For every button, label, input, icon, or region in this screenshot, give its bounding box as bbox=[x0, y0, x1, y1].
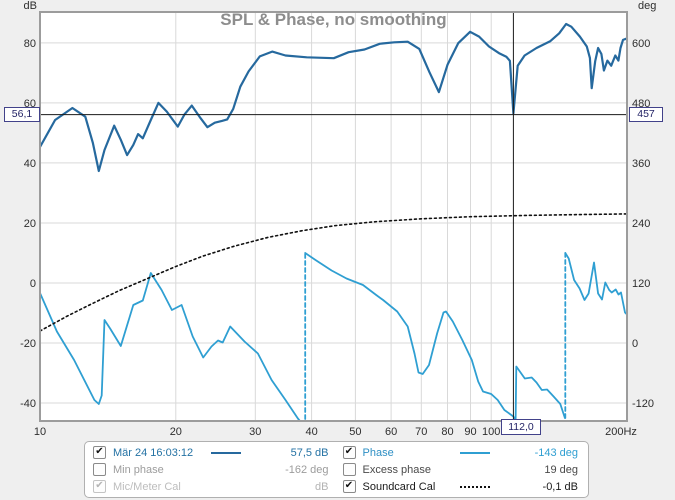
legend-label: Min phase bbox=[113, 463, 164, 476]
x-axis-tick-label: 40 bbox=[306, 426, 318, 438]
left-axis-tick-label: 80 bbox=[24, 38, 36, 50]
right-axis-tick-label: 0 bbox=[632, 338, 638, 350]
phase-curve bbox=[304, 252, 566, 421]
plot-area[interactable] bbox=[40, 12, 627, 421]
legend-line-sample bbox=[444, 451, 506, 454]
legend-line-sample bbox=[195, 451, 257, 454]
spl-curve bbox=[40, 22, 627, 173]
right-axis-tick-label: 240 bbox=[632, 218, 650, 230]
legend-row: ✔ Mic/Meter Cal dB bbox=[87, 478, 337, 495]
x-axis-tick-label: 20 bbox=[170, 426, 182, 438]
checkmark-icon: ✔ bbox=[344, 480, 354, 491]
cursor-deg-readout: 457 bbox=[629, 107, 663, 122]
right-axis-unit-label: deg bbox=[638, 0, 657, 12]
x-axis-tick-label: 50 bbox=[349, 426, 361, 438]
legend-checkbox[interactable]: ✔ bbox=[93, 463, 106, 476]
cursor-db-readout: 56,1 bbox=[4, 107, 40, 122]
legend-label: Excess phase bbox=[362, 463, 431, 476]
cursor-freq-readout: 112,0 bbox=[501, 419, 541, 435]
right-axis-tick-label: -120 bbox=[632, 398, 654, 410]
left-axis-tick-label: 60 bbox=[24, 98, 36, 110]
phase-curve bbox=[564, 252, 627, 316]
left-axis-tick-label: -40 bbox=[20, 398, 36, 410]
plot-border bbox=[39, 11, 628, 422]
legend-row: ✔ Excess phase 19 deg bbox=[337, 461, 587, 478]
right-axis-tick-label: 600 bbox=[632, 38, 650, 50]
checkmark-icon: ✔ bbox=[95, 480, 104, 491]
legend-value: 57,5 dB bbox=[290, 446, 329, 459]
legend-checkbox[interactable]: ✔ bbox=[93, 480, 106, 493]
x-axis-tick-label: 70 bbox=[415, 426, 427, 438]
legend-line-sample bbox=[444, 485, 506, 488]
x-axis-tick-label: 60 bbox=[385, 426, 397, 438]
checkmark-icon: ✔ bbox=[95, 446, 104, 457]
legend-value: -162 deg bbox=[285, 463, 329, 476]
legend-checkbox[interactable]: ✔ bbox=[342, 480, 356, 493]
x-axis-tick-label: 30 bbox=[249, 426, 261, 438]
legend-value: -143 deg bbox=[534, 446, 578, 459]
legend-value: dB bbox=[315, 480, 329, 493]
left-axis-tick-label: 40 bbox=[24, 158, 36, 170]
legend-value: -0,1 dB bbox=[542, 480, 578, 493]
legend-label: Phase bbox=[362, 446, 394, 459]
legend-label: Mic/Meter Cal bbox=[113, 480, 181, 493]
legend-row: ✔ Min phase -162 deg bbox=[87, 461, 337, 478]
x-axis-tick-label: 80 bbox=[441, 426, 453, 438]
x-axis-tick-label: 10 bbox=[34, 426, 46, 438]
legend-row: ✔ Soundcard Cal -0,1 dB bbox=[337, 478, 587, 495]
legend-row: ✔ Phase -143 deg bbox=[337, 444, 587, 461]
legend-checkbox[interactable]: ✔ bbox=[342, 463, 356, 476]
phase-curve bbox=[40, 272, 302, 421]
legend-panel: ✔ Mär 24 16:03:12 57,5 dB ✔ Min phase -1… bbox=[84, 441, 589, 498]
legend-column-right: ✔ Phase -143 deg ✔ Excess phase 19 deg ✔… bbox=[337, 444, 587, 495]
left-axis-tick-label: 0 bbox=[30, 278, 36, 290]
x-axis-end-label: 200Hz bbox=[605, 426, 637, 438]
checkmark-icon: ✔ bbox=[344, 446, 354, 457]
legend-label: Mär 24 16:03:12 bbox=[113, 446, 194, 459]
right-axis-tick-label: 360 bbox=[632, 158, 650, 170]
left-axis-tick-label: 20 bbox=[24, 218, 36, 230]
gridlines bbox=[40, 12, 627, 421]
right-axis-tick-label: 120 bbox=[632, 278, 650, 290]
legend-checkbox[interactable]: ✔ bbox=[93, 446, 106, 459]
soundcard-cal-curve bbox=[40, 213, 627, 332]
legend-label: Soundcard Cal bbox=[362, 480, 436, 493]
left-axis-tick-label: -20 bbox=[20, 338, 36, 350]
legend-row: ✔ Mär 24 16:03:12 57,5 dB bbox=[87, 444, 337, 461]
legend-checkbox[interactable]: ✔ bbox=[342, 446, 356, 459]
legend-value: 19 deg bbox=[544, 463, 578, 476]
cursor-crosshair[interactable] bbox=[40, 12, 627, 421]
left-axis-unit-label: dB bbox=[23, 0, 37, 12]
x-axis-tick-label: 100 bbox=[482, 426, 500, 438]
x-axis-tick-label: 90 bbox=[464, 426, 476, 438]
legend-column-left: ✔ Mär 24 16:03:12 57,5 dB ✔ Min phase -1… bbox=[87, 444, 337, 495]
